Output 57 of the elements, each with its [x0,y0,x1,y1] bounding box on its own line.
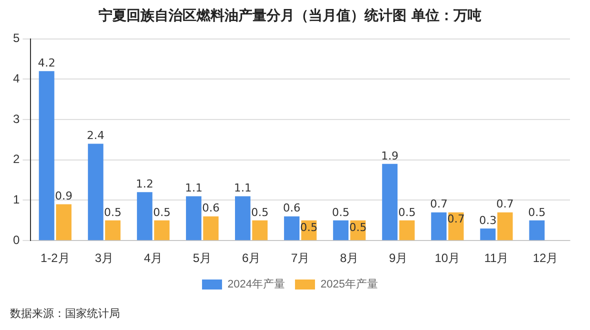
x-tick-label: 10月 [434,251,460,266]
data-label: 1.1 [184,182,202,195]
data-label: 0.9 [55,190,73,203]
bar [186,196,202,240]
bar [154,220,170,240]
y-tick-label: 5 [12,31,20,46]
data-label: 0.5 [332,206,350,219]
bar [431,212,447,240]
data-label: 4.2 [38,56,56,70]
x-tick-label: 5月 [192,251,212,266]
bar [56,204,72,240]
bar [480,228,496,240]
bar [497,212,513,240]
y-tick-label: 0 [12,232,20,247]
y-tick-label: 2 [12,152,20,166]
bar [382,164,398,240]
data-label: 0.5 [528,206,546,219]
data-label: 0.7 [496,198,514,211]
bar [529,220,545,240]
data-label: 1.1 [234,182,252,195]
y-tick-label: 1 [12,192,20,207]
y-tick-label: 4 [12,71,20,86]
data-label: 0.3 [479,214,497,227]
data-label: 0.5 [398,206,416,219]
bar [105,220,121,240]
bar [88,144,104,240]
data-label: 2.4 [86,129,104,142]
bar [333,220,349,240]
bar [399,220,415,240]
x-tick-label: 12月 [532,251,558,266]
data-label: 0.6 [202,202,220,215]
data-label: 0.5 [251,206,269,219]
x-tick-label: 7月 [290,251,310,266]
bar [136,192,152,240]
x-tick-label: 9月 [389,251,408,266]
bar [284,216,300,240]
legend-label: 2024年产量 [228,278,286,291]
x-tick-label: 4月 [144,251,163,266]
legend-label: 2025年产量 [320,278,378,291]
bar [203,216,219,240]
x-tick-label: 6月 [242,251,261,266]
bar [235,196,250,240]
source-note: 数据来源：国家统计局 [10,306,120,321]
chart-title: 宁夏回族自治区燃料油产量分月（当月值）统计图 单位：万吨 [98,7,482,24]
data-label: 1.9 [381,149,399,162]
data-label: 0.5 [153,206,171,219]
data-label: 1.2 [136,178,154,191]
x-tick-label: 3月 [94,251,114,266]
data-label: 0.6 [283,202,301,215]
bar [38,71,54,240]
x-tick-label: 8月 [340,251,359,266]
x-tick-label: 1-2月 [40,251,70,266]
bar [252,220,268,240]
y-tick-label: 3 [12,112,20,126]
data-label: 0.7 [430,198,448,211]
data-label: 0.5 [104,206,122,219]
x-tick-label: 11月 [484,251,509,266]
